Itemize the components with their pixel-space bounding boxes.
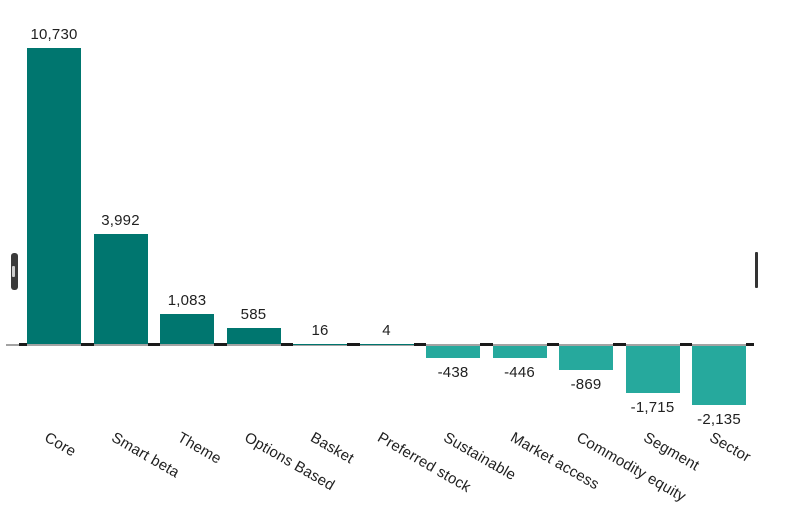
x-axis-tick	[413, 343, 426, 346]
value-label-core: 10,730	[30, 26, 78, 43]
value-label-basket: 16	[311, 321, 329, 339]
value-label-market-access: -446	[504, 364, 535, 382]
bar-sector[interactable]	[692, 346, 746, 405]
x-axis-tick	[480, 343, 493, 346]
x-axis-line	[6, 344, 754, 346]
value-label-smart-beta: 3,992	[101, 211, 140, 229]
x-axis-tick	[347, 343, 360, 346]
bar-commodity-equity[interactable]	[559, 346, 613, 370]
value-label-segment: -1,715	[630, 399, 675, 417]
bar-sustainable[interactable]	[426, 346, 480, 359]
category-label-sector: Sector	[706, 429, 754, 467]
category-label-core: Core	[41, 429, 79, 461]
value-label-theme: 1,083	[167, 292, 207, 310]
right-drag-handle[interactable]	[755, 252, 758, 288]
x-axis-tick	[613, 343, 626, 346]
bar-segment[interactable]	[625, 346, 680, 394]
left-drag-handle[interactable]	[11, 253, 18, 290]
x-axis-tick	[746, 343, 754, 346]
value-label-sustainable: -438	[437, 364, 469, 382]
x-axis-tick	[546, 343, 559, 346]
bar-theme[interactable]	[160, 314, 214, 344]
bar-basket[interactable]	[293, 343, 347, 344]
x-axis-tick	[214, 343, 227, 346]
bar-preferred-stock[interactable]	[359, 343, 414, 344]
value-label-commodity-equity: -869	[570, 375, 602, 393]
value-label-options-based: 585	[240, 305, 267, 323]
x-axis-tick	[19, 343, 27, 346]
x-axis-tick	[81, 343, 94, 346]
value-label-preferred-stock: 4	[382, 321, 391, 339]
bar-core[interactable]	[27, 48, 81, 344]
value-label-sector: -2,135	[697, 410, 741, 428]
bar-market-access[interactable]	[492, 346, 547, 359]
bar-smart-beta[interactable]	[93, 233, 148, 344]
category-label-basket: Basket	[307, 429, 357, 468]
x-axis-tick	[679, 343, 692, 346]
x-axis-tick	[147, 343, 160, 346]
category-label-commodity-equity: Commodity equity	[573, 429, 689, 506]
x-axis-tick	[280, 343, 293, 346]
category-label-smart-beta: Smart beta	[108, 429, 182, 482]
drag-grip-icon	[12, 266, 15, 277]
category-label-theme: Theme	[174, 429, 225, 468]
bar-options-based[interactable]	[226, 327, 281, 344]
